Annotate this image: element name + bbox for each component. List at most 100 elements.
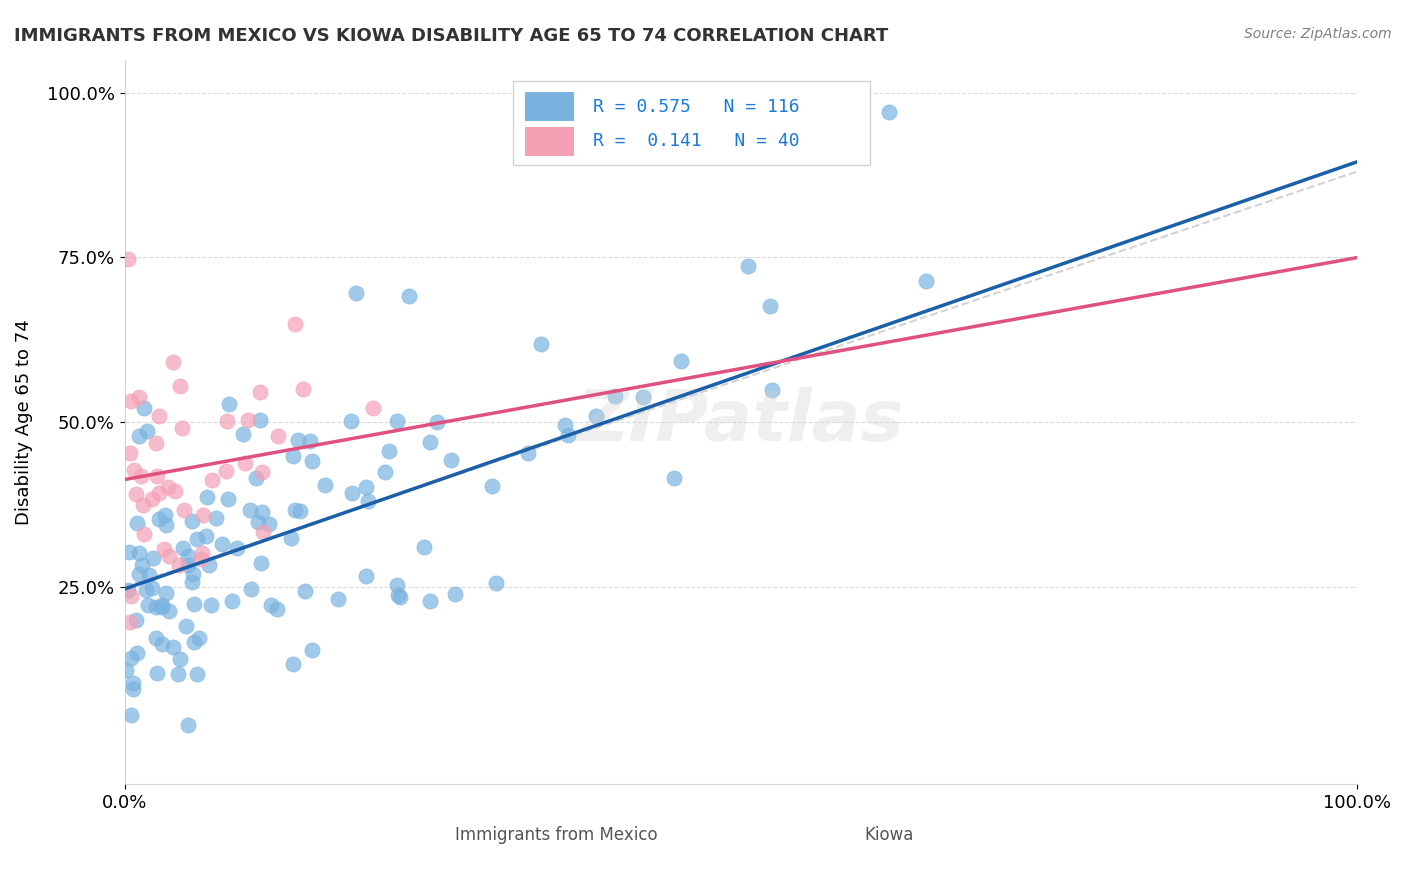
Point	[217, 491, 239, 506]
Point	[914, 274, 936, 288]
Point	[387, 414, 409, 428]
Point	[585, 409, 607, 424]
Point	[169, 379, 191, 393]
Point	[177, 549, 200, 563]
Point	[120, 590, 142, 604]
Point	[257, 516, 280, 531]
FancyBboxPatch shape	[513, 81, 870, 165]
Text: IMMIGRANTS FROM MEXICO VS KIOWA DISABILITY AGE 65 TO 74 CORRELATION CHART: IMMIGRANTS FROM MEXICO VS KIOWA DISABILI…	[14, 27, 889, 45]
Point	[260, 598, 283, 612]
Point	[122, 676, 145, 690]
Ellipse shape	[441, 821, 472, 849]
Point	[301, 643, 323, 657]
Point	[174, 619, 197, 633]
FancyBboxPatch shape	[524, 92, 575, 121]
Point	[172, 421, 194, 435]
Point	[145, 600, 167, 615]
Point	[387, 588, 409, 602]
Point	[266, 602, 288, 616]
Point	[238, 413, 260, 427]
Point	[215, 414, 238, 428]
Point	[356, 480, 378, 494]
Point	[378, 444, 401, 458]
Point	[150, 599, 173, 614]
Point	[146, 665, 169, 680]
Point	[239, 582, 262, 597]
Point	[530, 337, 553, 351]
Point	[183, 567, 205, 582]
Point	[148, 512, 170, 526]
Point	[250, 556, 273, 570]
Point	[239, 503, 262, 517]
Point	[481, 479, 503, 493]
Point	[118, 446, 141, 460]
Point	[156, 480, 179, 494]
Text: ZIPatlas: ZIPatlas	[576, 387, 904, 457]
Point	[122, 463, 145, 477]
Point	[247, 515, 270, 529]
Point	[281, 657, 304, 672]
Point	[125, 516, 148, 531]
Point	[342, 486, 364, 500]
Point	[198, 558, 221, 572]
Point	[128, 390, 150, 404]
Point	[440, 453, 463, 467]
Point	[426, 415, 449, 429]
Point	[186, 533, 208, 547]
Text: Kiowa: Kiowa	[865, 826, 914, 844]
Point	[191, 546, 214, 560]
Point	[152, 598, 174, 612]
Point	[761, 383, 783, 397]
Point	[419, 594, 441, 608]
Point	[157, 549, 180, 564]
Point	[183, 597, 205, 611]
Point	[186, 666, 208, 681]
Text: Immigrants from Mexico: Immigrants from Mexico	[454, 826, 657, 844]
Point	[385, 578, 408, 592]
Point	[554, 417, 576, 432]
Point	[249, 384, 271, 399]
Point	[354, 569, 377, 583]
Point	[183, 635, 205, 649]
Point	[191, 508, 214, 522]
Point	[150, 637, 173, 651]
Point	[155, 517, 177, 532]
Point	[266, 429, 288, 443]
Point	[166, 667, 188, 681]
Point	[250, 505, 273, 519]
Point	[288, 504, 311, 518]
Point	[180, 574, 202, 589]
Point	[120, 707, 142, 722]
Point	[344, 286, 367, 301]
FancyBboxPatch shape	[524, 127, 575, 156]
Point	[172, 541, 194, 555]
Point	[631, 390, 654, 404]
Point	[148, 409, 170, 423]
Point	[211, 537, 233, 551]
Point	[124, 613, 146, 627]
Point	[145, 631, 167, 645]
Point	[357, 494, 380, 508]
Point	[153, 508, 176, 522]
Point	[283, 503, 305, 517]
Point	[252, 525, 274, 540]
Point	[215, 464, 238, 478]
Point	[122, 681, 145, 696]
Point	[190, 551, 212, 566]
Point	[664, 471, 686, 485]
Point	[218, 396, 240, 410]
Point	[138, 568, 160, 582]
Point	[284, 317, 307, 331]
Point	[120, 651, 142, 665]
Point	[557, 428, 579, 442]
Text: Source: ZipAtlas.com: Source: ZipAtlas.com	[1244, 27, 1392, 41]
Point	[413, 541, 436, 555]
Point	[314, 478, 336, 492]
Point	[419, 435, 441, 450]
Point	[287, 434, 309, 448]
Point	[136, 598, 159, 612]
Point	[605, 389, 627, 403]
Point	[132, 498, 155, 512]
Point	[180, 514, 202, 528]
Point	[877, 105, 900, 120]
